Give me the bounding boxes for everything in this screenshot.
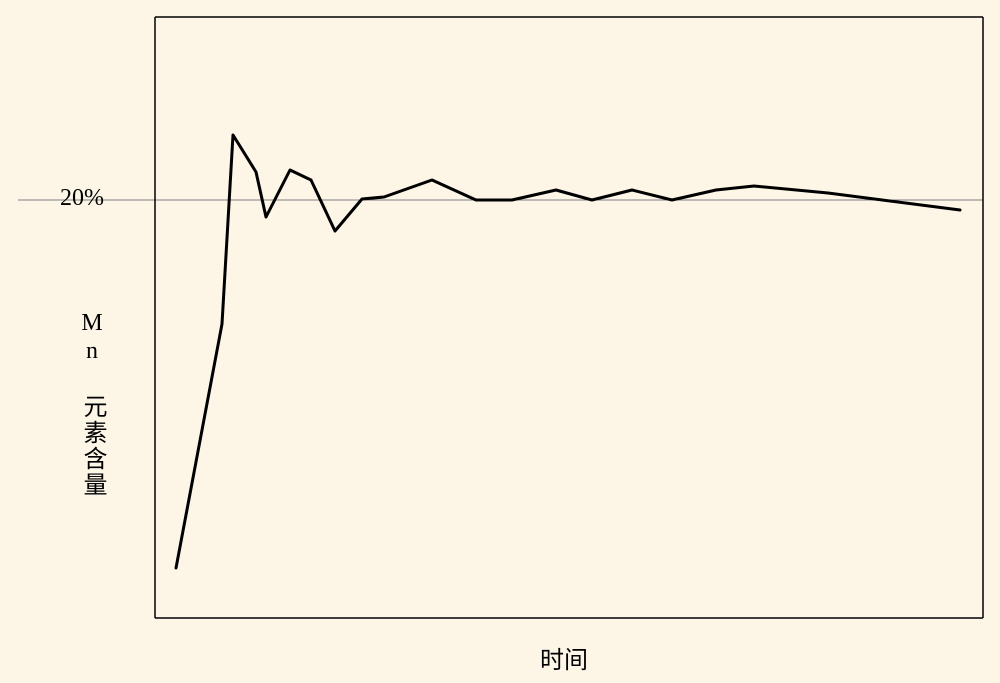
- line-chart: [0, 0, 1000, 683]
- y-axis-label: Mn 元素含量: [79, 310, 105, 498]
- x-axis-label: 时间: [540, 648, 588, 674]
- y-tick-label: 20%: [60, 185, 104, 211]
